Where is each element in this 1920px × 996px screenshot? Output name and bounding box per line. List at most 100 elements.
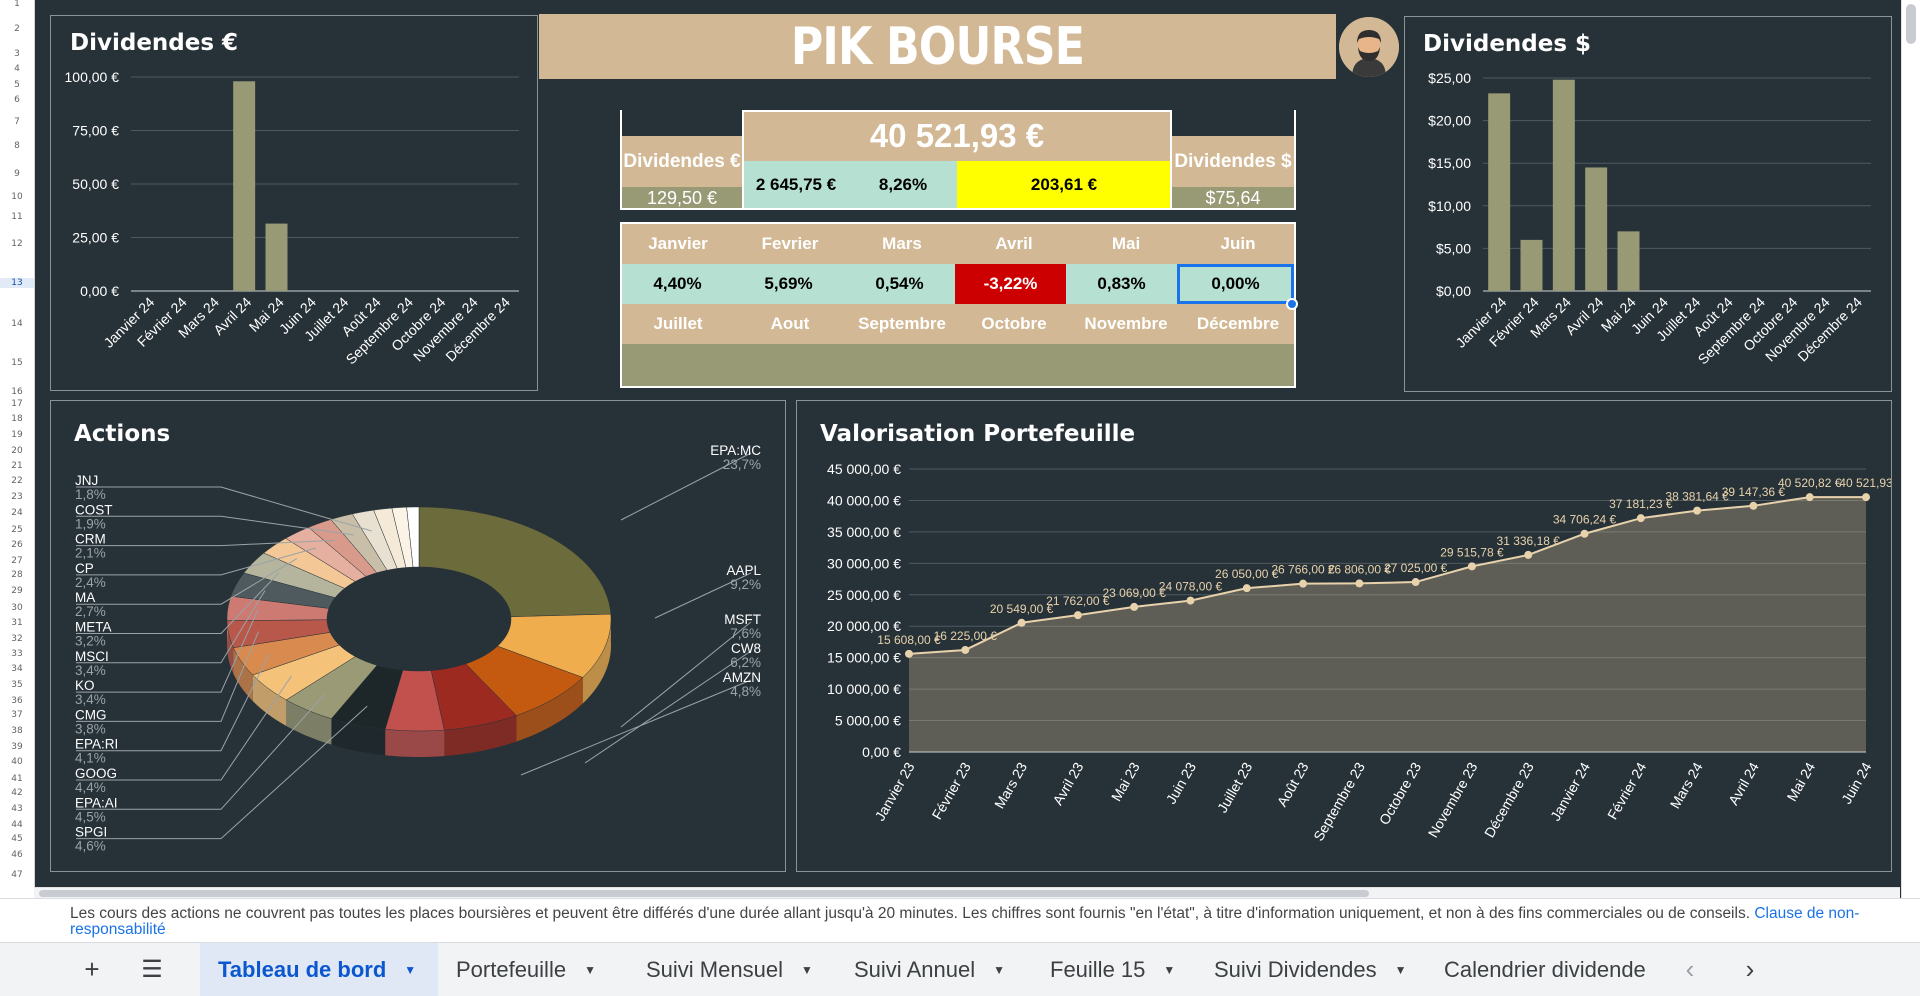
row-number[interactable]: 43 [11,804,23,814]
row-number[interactable]: 6 [14,95,20,105]
row-number[interactable]: 8 [14,141,20,151]
selection-handle[interactable] [1286,298,1298,310]
month-value-cell[interactable]: 0,83% [1066,264,1177,304]
caret-down-icon[interactable]: ▼ [993,962,1005,977]
tab-suivi-dividendes[interactable]: Suivi Dividendes ▼ [1196,943,1428,996]
caret-down-icon[interactable]: ▼ [800,962,813,977]
row-number[interactable]: 34 [11,664,23,674]
row-number[interactable]: 1 [14,0,20,9]
menu-icon[interactable]: ☰ [141,956,163,983]
month-label-cell[interactable]: Mars [846,224,958,264]
row-number[interactable]: 32 [11,634,23,644]
month-label-cell[interactable]: Novembre [1070,304,1182,344]
row-number[interactable]: 2 [14,24,20,34]
disclaimer-text: Les cours des actions ne couvrent pas to… [70,906,1915,938]
row-number[interactable]: 15 [11,358,23,368]
row-number[interactable]: 42 [11,788,23,798]
row-number[interactable]: 47 [11,870,23,880]
month-value-cell[interactable]: 0,54% [844,264,955,304]
x-tick-label: Mai 23 [1108,759,1143,804]
row-number[interactable]: 40 [11,757,23,767]
row-number[interactable]: 18 [11,414,23,424]
month-label-cell[interactable]: Fevrier [734,224,846,264]
row-number[interactable]: 16 [11,387,23,397]
tab-feuille-15[interactable]: Feuille 15 ▼ [1032,943,1196,996]
row-number[interactable]: 9 [14,169,20,179]
row-number[interactable]: 35 [11,680,23,690]
x-tick-label: Juin 24 [1838,759,1875,806]
y-tick-label: $5,00 [1436,240,1471,256]
row-number[interactable]: 17 [11,399,23,409]
x-tick-label: Mars 24 [1667,759,1706,811]
row-number[interactable]: 13 [0,278,34,288]
tab-suivi-annuel[interactable]: Suivi Annuel ▼ [836,943,1032,996]
y-tick-label: 25,00 € [72,230,119,246]
disclaimer-link[interactable]: Clause de non-responsabilité [70,905,1860,938]
row-number[interactable]: 4 [14,64,20,74]
row-number[interactable]: 41 [11,774,23,784]
row-number[interactable]: 14 [11,319,23,329]
scroll-thumb[interactable] [39,890,1369,897]
row-number[interactable]: 33 [11,649,23,659]
vertical-scrollbar[interactable] [1901,0,1920,898]
plus-icon[interactable]: + [84,954,100,984]
caret-down-icon[interactable]: ▼ [584,962,596,977]
row-number[interactable]: 39 [11,742,23,752]
row-number[interactable]: 46 [11,850,23,860]
row-number[interactable]: 19 [11,430,23,440]
month-label-cell[interactable]: Juin [1182,224,1294,264]
row-number[interactable]: 26 [11,540,23,550]
page-title-banner: PIK BOURSE [539,14,1336,79]
month-label-cell[interactable]: Octobre [958,304,1070,344]
month-value-cell[interactable]: 0,00% [1177,264,1294,304]
row-number[interactable]: 44 [11,820,23,830]
month-value-cell[interactable]: 4,40% [622,264,733,304]
slice-label: SPGI [75,825,107,840]
slice-pct: 4,8% [730,684,761,699]
month-label-cell[interactable]: Décembre [1182,304,1294,344]
row-number[interactable]: 5 [14,80,20,90]
tab-calendrier-dividende[interactable]: Calendrier dividende [1428,943,1656,996]
row-number[interactable]: 11 [11,212,23,222]
month-label-cell[interactable]: Janvier [622,224,734,264]
chevron-left-icon[interactable]: ‹ [1685,954,1695,984]
x-tick-label: Janvier 24 [1547,759,1593,823]
caret-down-icon[interactable]: ▼ [1163,962,1176,977]
row-number[interactable]: 30 [11,603,23,613]
row-number[interactable]: 21 [11,461,23,471]
row-number[interactable]: 23 [11,492,23,502]
month-label-cell[interactable]: Mai [1070,224,1182,264]
row-number[interactable]: 10 [11,192,23,202]
tab-label: Suivi Mensuel [646,956,783,982]
month-label-cell[interactable]: Septembre [846,304,958,344]
tab-portefeuille[interactable]: Portefeuille ▼ [438,943,628,996]
month-value-cell[interactable]: -3,22% [955,264,1066,304]
month-label-cell[interactable]: Aout [734,304,846,344]
row-number[interactable]: 3 [14,49,20,59]
caret-down-icon[interactable]: ▼ [1394,962,1407,977]
row-number[interactable]: 36 [11,696,23,706]
row-number[interactable]: 25 [11,525,23,535]
tab-tableau-de-bord[interactable]: Tableau de bord ▼ [200,943,438,996]
row-number[interactable]: 37 [11,710,23,720]
row-number[interactable]: 29 [11,586,23,596]
row-number[interactable]: 38 [11,726,23,736]
row-number[interactable]: 7 [14,117,20,127]
month-label-cell[interactable]: Avril [958,224,1070,264]
horizontal-scrollbar[interactable] [34,887,1900,899]
y-tick-label: 75,00 € [72,123,119,139]
row-number[interactable]: 28 [11,570,23,580]
month-label-cell[interactable]: Juillet [622,304,734,344]
row-number[interactable]: 27 [11,556,23,566]
row-number[interactable]: 45 [11,834,23,844]
tab-suivi-mensuel[interactable]: Suivi Mensuel ▼ [628,943,836,996]
month-value-cell[interactable]: 5,69% [733,264,844,304]
caret-down-icon[interactable]: ▼ [404,962,417,977]
row-number[interactable]: 20 [11,446,23,456]
row-number[interactable]: 12 [11,239,23,249]
chevron-right-icon[interactable]: › [1745,954,1755,984]
row-number[interactable]: 24 [11,508,23,518]
scroll-thumb[interactable] [1906,4,1916,44]
row-number[interactable]: 22 [11,476,23,486]
row-number[interactable]: 31 [11,618,23,628]
